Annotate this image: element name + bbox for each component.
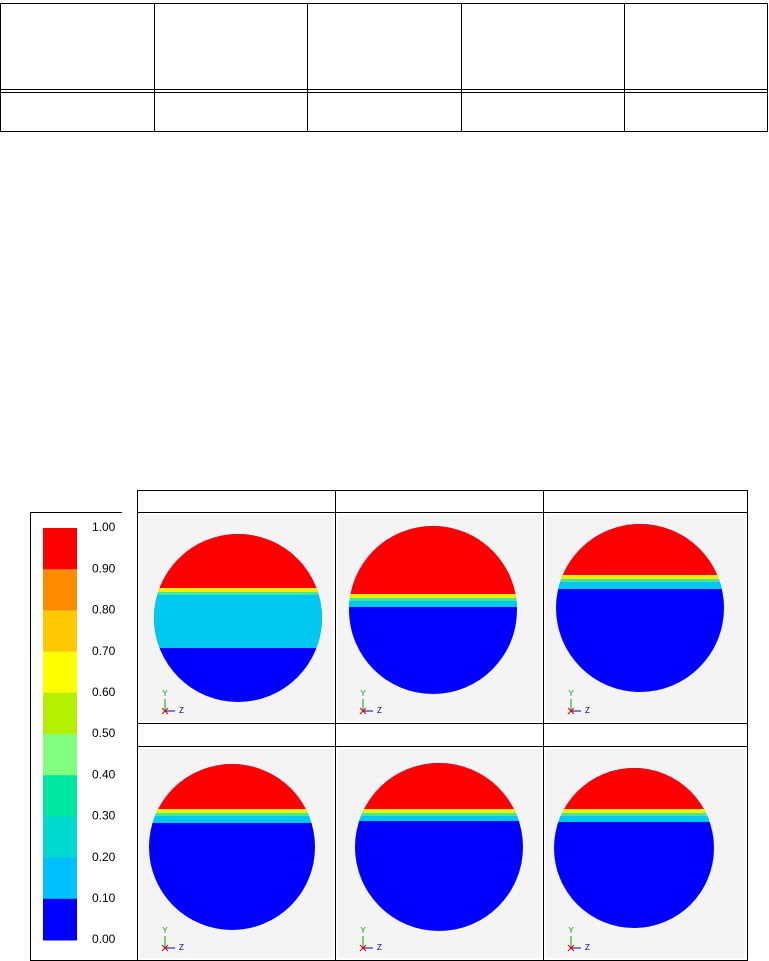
contour-disc bbox=[355, 763, 523, 931]
legend-label: 1.00 bbox=[92, 520, 116, 534]
triad-y-label: Y bbox=[162, 689, 168, 698]
region-yellow bbox=[349, 594, 517, 598]
color-legend: 1.00 0.90 0.80 0.70 0.60 0.50 0.40 0.30 0.20 0.10… bbox=[43, 520, 116, 946]
legend-label: 0.00 bbox=[92, 932, 116, 946]
contour-panel: YZ bbox=[140, 749, 333, 958]
region-green bbox=[554, 812, 714, 816]
region-yellow bbox=[149, 809, 315, 813]
figure-frame bbox=[30, 490, 748, 961]
triad-x bbox=[567, 707, 575, 715]
region-green bbox=[349, 597, 517, 601]
contour-panel: YZ bbox=[140, 515, 333, 721]
triad-x bbox=[567, 944, 575, 952]
region-cyan bbox=[554, 815, 714, 822]
contour-panel: YZ bbox=[338, 749, 541, 958]
region-cyan bbox=[154, 594, 322, 648]
triad-x bbox=[359, 707, 367, 715]
triad-z-label: Z bbox=[179, 943, 184, 952]
legend-swatch bbox=[43, 775, 77, 817]
region-green bbox=[556, 578, 724, 582]
contour-disc bbox=[349, 526, 517, 694]
triad-x bbox=[161, 944, 169, 952]
region-cyan bbox=[556, 581, 724, 589]
legend-label: 0.50 bbox=[92, 726, 116, 740]
contour-panel: YZ bbox=[546, 749, 745, 958]
legend-label: 0.20 bbox=[92, 850, 116, 864]
legend-label: 0.60 bbox=[92, 685, 116, 699]
legend-swatch bbox=[43, 528, 77, 570]
legend-swatch bbox=[43, 692, 77, 735]
legend-swatch bbox=[43, 651, 77, 694]
triad-z-label: Z bbox=[585, 943, 590, 952]
triad-y-label: Y bbox=[568, 689, 574, 698]
region-green bbox=[154, 591, 322, 595]
legend-label: 0.90 bbox=[92, 561, 116, 575]
triad-z-label: Z bbox=[377, 943, 382, 952]
legend-swatch bbox=[43, 816, 77, 859]
top-table bbox=[0, 3, 768, 132]
triad-z-label: Z bbox=[179, 706, 184, 715]
triad-x bbox=[359, 944, 367, 952]
legend-label: 0.30 bbox=[92, 809, 116, 823]
triad-y-label: Y bbox=[162, 926, 168, 935]
triad-z-label: Z bbox=[377, 706, 382, 715]
legend-label: 0.70 bbox=[92, 644, 116, 658]
region-green bbox=[355, 812, 523, 816]
triad-x bbox=[161, 707, 169, 715]
region-yellow bbox=[554, 809, 714, 813]
region-green bbox=[149, 812, 315, 816]
contour-panel: YZ bbox=[546, 515, 745, 721]
triad-y-label: Y bbox=[360, 926, 366, 935]
contour-disc bbox=[556, 524, 724, 692]
legend-label: 0.10 bbox=[92, 891, 116, 905]
region-cyan bbox=[349, 600, 517, 607]
contour-disc bbox=[554, 768, 714, 928]
legend-label: 0.40 bbox=[92, 767, 116, 781]
triad-y-label: Y bbox=[360, 689, 366, 698]
contour-disc bbox=[154, 534, 322, 702]
table-border bbox=[0, 3, 768, 132]
region-yellow bbox=[355, 809, 523, 813]
triad-z-label: Z bbox=[585, 706, 590, 715]
region-cyan bbox=[355, 815, 523, 821]
legend-swatch bbox=[43, 569, 77, 611]
region-cyan bbox=[149, 815, 315, 823]
legend-swatch bbox=[43, 734, 77, 776]
legend-swatch bbox=[43, 610, 77, 653]
region-yellow bbox=[154, 588, 322, 592]
legend-swatch bbox=[43, 898, 77, 941]
contour-panel: YZ bbox=[338, 515, 541, 721]
contour-disc bbox=[149, 764, 315, 930]
triad-y-label: Y bbox=[568, 926, 574, 935]
legend-label: 0.80 bbox=[92, 603, 116, 617]
legend-swatch bbox=[43, 857, 77, 900]
region-yellow bbox=[556, 575, 724, 579]
